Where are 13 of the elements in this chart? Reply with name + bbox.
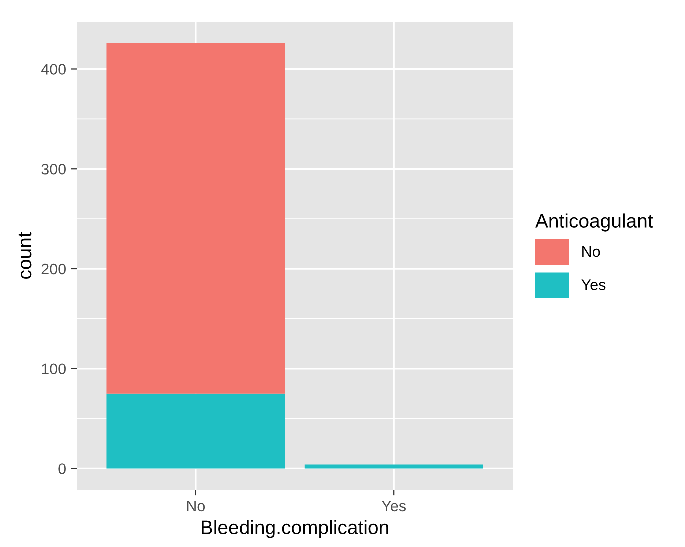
- x-axis-title: Bleeding.complication: [202, 520, 388, 538]
- y-tick-label: 100: [42, 364, 66, 375]
- y-tick-label: 0: [58, 464, 66, 474]
- bar: [106, 394, 286, 469]
- bar: [106, 43, 286, 394]
- legend-label: Yes: [582, 280, 606, 290]
- y-tick-label: 300: [42, 164, 66, 175]
- y-tick-label: 200: [42, 264, 66, 275]
- bar: [304, 464, 484, 469]
- y-axis-title: count: [18, 232, 32, 279]
- legend-title: Anticoagulant: [536, 214, 654, 232]
- y-tick-label: 400: [41, 64, 66, 75]
- legend-label: No: [582, 246, 600, 258]
